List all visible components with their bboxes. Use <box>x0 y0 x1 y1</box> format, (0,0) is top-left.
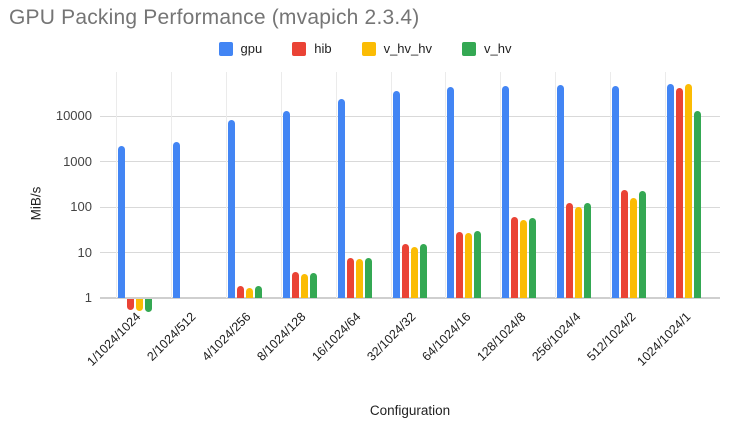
bar-gpu-4/1024/256 <box>227 120 235 298</box>
chart-title: GPU Packing Performance (mvapich 2.3.4) <box>9 6 420 29</box>
gridline-10 <box>100 252 720 253</box>
category-gridline <box>390 72 392 298</box>
bar-gpu-256/1024/4 <box>557 85 565 298</box>
legend-swatch-icon-v_hv <box>462 41 476 56</box>
y-tick-label: 1 <box>84 290 92 305</box>
bar-v_hv-512/1024/2 <box>639 191 647 298</box>
bar-v_hv_hv-64/1024/16 <box>465 232 473 298</box>
y-tick-label: 100 <box>70 199 92 214</box>
bar-hib-8/1024/128 <box>291 272 299 298</box>
x-tick-label: 32/1024/32 <box>364 309 419 364</box>
bar-v_hv-32/1024/32 <box>419 244 427 298</box>
category-gridline <box>335 72 337 298</box>
gridline-10000 <box>100 115 720 117</box>
gridline-1000 <box>100 161 720 162</box>
x-axis-tick-labels: 1/1024/1024 2/1024/512 4/1024/256 8/1024/12… <box>85 302 720 392</box>
legend-label-v_hv_hv: v_hv_hv <box>383 41 432 56</box>
legend-label-hib: hib <box>314 41 332 56</box>
bar-gpu-16/1024/64 <box>337 98 345 298</box>
y-axis-tick-labels: 1 10 100 1000 10000 <box>0 70 92 305</box>
x-tick-label: 512/1024/2 <box>583 309 639 364</box>
plot-area <box>100 70 720 312</box>
bar-hib-16/1024/64 <box>346 258 354 298</box>
x-axis-baseline <box>100 297 720 299</box>
legend-swatch-icon-hib <box>292 41 307 56</box>
bar-v_hv_hv-16/1024/64 <box>355 258 363 298</box>
bar-v_hv-1024/1024/1 <box>694 110 702 298</box>
category-gridline <box>500 72 502 298</box>
bar-gpu-64/1024/16 <box>447 87 455 298</box>
legend-label-v_hv: v_hv <box>484 41 512 56</box>
bar-v_hv_hv-128/1024/8 <box>520 219 528 298</box>
bar-v_hv-4/1024/256 <box>254 286 262 298</box>
bar-v_hv_hv-1024/1024/1 <box>685 83 693 298</box>
category-gridline <box>610 72 612 298</box>
bar-v_hv-8/1024/128 <box>309 272 317 298</box>
legend-label-gpu: gpu <box>240 41 263 56</box>
bar-gpu-2/1024/512 <box>172 141 180 298</box>
legend-item-gpu: gpu <box>218 41 263 56</box>
bar-hib-4/1024/256 <box>236 286 244 298</box>
legend-item-v_hv: v_hv <box>462 41 511 56</box>
bar-hib-128/1024/8 <box>511 217 519 298</box>
y-tick-label: 10 <box>77 244 92 260</box>
category-gridline <box>555 72 557 298</box>
bar-v_hv_hv-8/1024/128 <box>300 273 308 298</box>
category-gridline <box>280 72 282 298</box>
bar-hib-1/1024/1024 <box>127 299 134 311</box>
category-gridline <box>445 72 447 298</box>
bar-v_hv_hv-32/1024/32 <box>410 246 418 298</box>
bar-v_hv_hv-256/1024/4 <box>575 207 583 298</box>
x-tick-label: 4/1024/256 <box>199 309 254 364</box>
bar-gpu-128/1024/8 <box>502 85 510 298</box>
bar-gpu-32/1024/32 <box>392 91 400 298</box>
bar-hib-32/1024/32 <box>401 244 409 298</box>
bar-v_hv-1/1024/1024 <box>145 299 152 312</box>
bar-v_hv_hv-4/1024/256 <box>245 287 253 298</box>
x-tick-label: 256/1024/4 <box>529 309 584 364</box>
x-tick-label: 64/1024/16 <box>419 309 474 364</box>
bar-v_hv_hv-512/1024/2 <box>630 197 638 298</box>
bar-gpu-1024/1024/1 <box>667 84 675 298</box>
bar-v_hv-256/1024/4 <box>584 203 592 298</box>
legend-item-hib: hib <box>292 41 332 56</box>
legend-swatch-icon-v_hv_hv <box>361 41 376 56</box>
chart-legend: gpu hib v_hv_hv v_hv <box>0 41 730 56</box>
bar-hib-512/1024/2 <box>621 189 629 298</box>
x-tick-label: 8/1024/128 <box>254 309 309 364</box>
bar-v_hv-128/1024/8 <box>529 217 537 298</box>
legend-item-v_hv_hv: v_hv_hv <box>361 41 432 56</box>
y-tick-label: 1000 <box>63 153 92 169</box>
x-axis-title: Configuration <box>369 403 451 418</box>
gridline-100 <box>100 206 720 208</box>
x-tick-label: 16/1024/64 <box>309 309 364 364</box>
bar-gpu-8/1024/128 <box>282 110 290 298</box>
y-axis-title: MiB/s <box>28 186 44 221</box>
category-gridline <box>116 72 117 298</box>
bar-gpu-1/1024/1024 <box>118 145 125 298</box>
y-tick-label: 10000 <box>55 108 92 123</box>
bar-v_hv-64/1024/16 <box>474 231 482 298</box>
bar-v_hv-16/1024/64 <box>364 258 372 298</box>
category-gridline <box>665 72 667 298</box>
category-gridline <box>170 72 172 298</box>
legend-swatch-icon-gpu <box>218 41 233 56</box>
bar-hib-1024/1024/1 <box>676 87 684 298</box>
x-tick-label: 128/1024/8 <box>474 309 529 364</box>
category-gridline <box>225 72 227 298</box>
x-tick-label: 1024/1024/1 <box>633 309 694 369</box>
bar-hib-64/1024/16 <box>456 232 464 298</box>
bar-gpu-512/1024/2 <box>612 85 620 298</box>
bar-hib-256/1024/4 <box>566 203 574 298</box>
bar-v_hv_hv-1/1024/1024 <box>136 299 143 311</box>
x-tick-label: 2/1024/512 <box>144 309 199 364</box>
x-tick-label: 1/1024/1024 <box>84 309 144 369</box>
